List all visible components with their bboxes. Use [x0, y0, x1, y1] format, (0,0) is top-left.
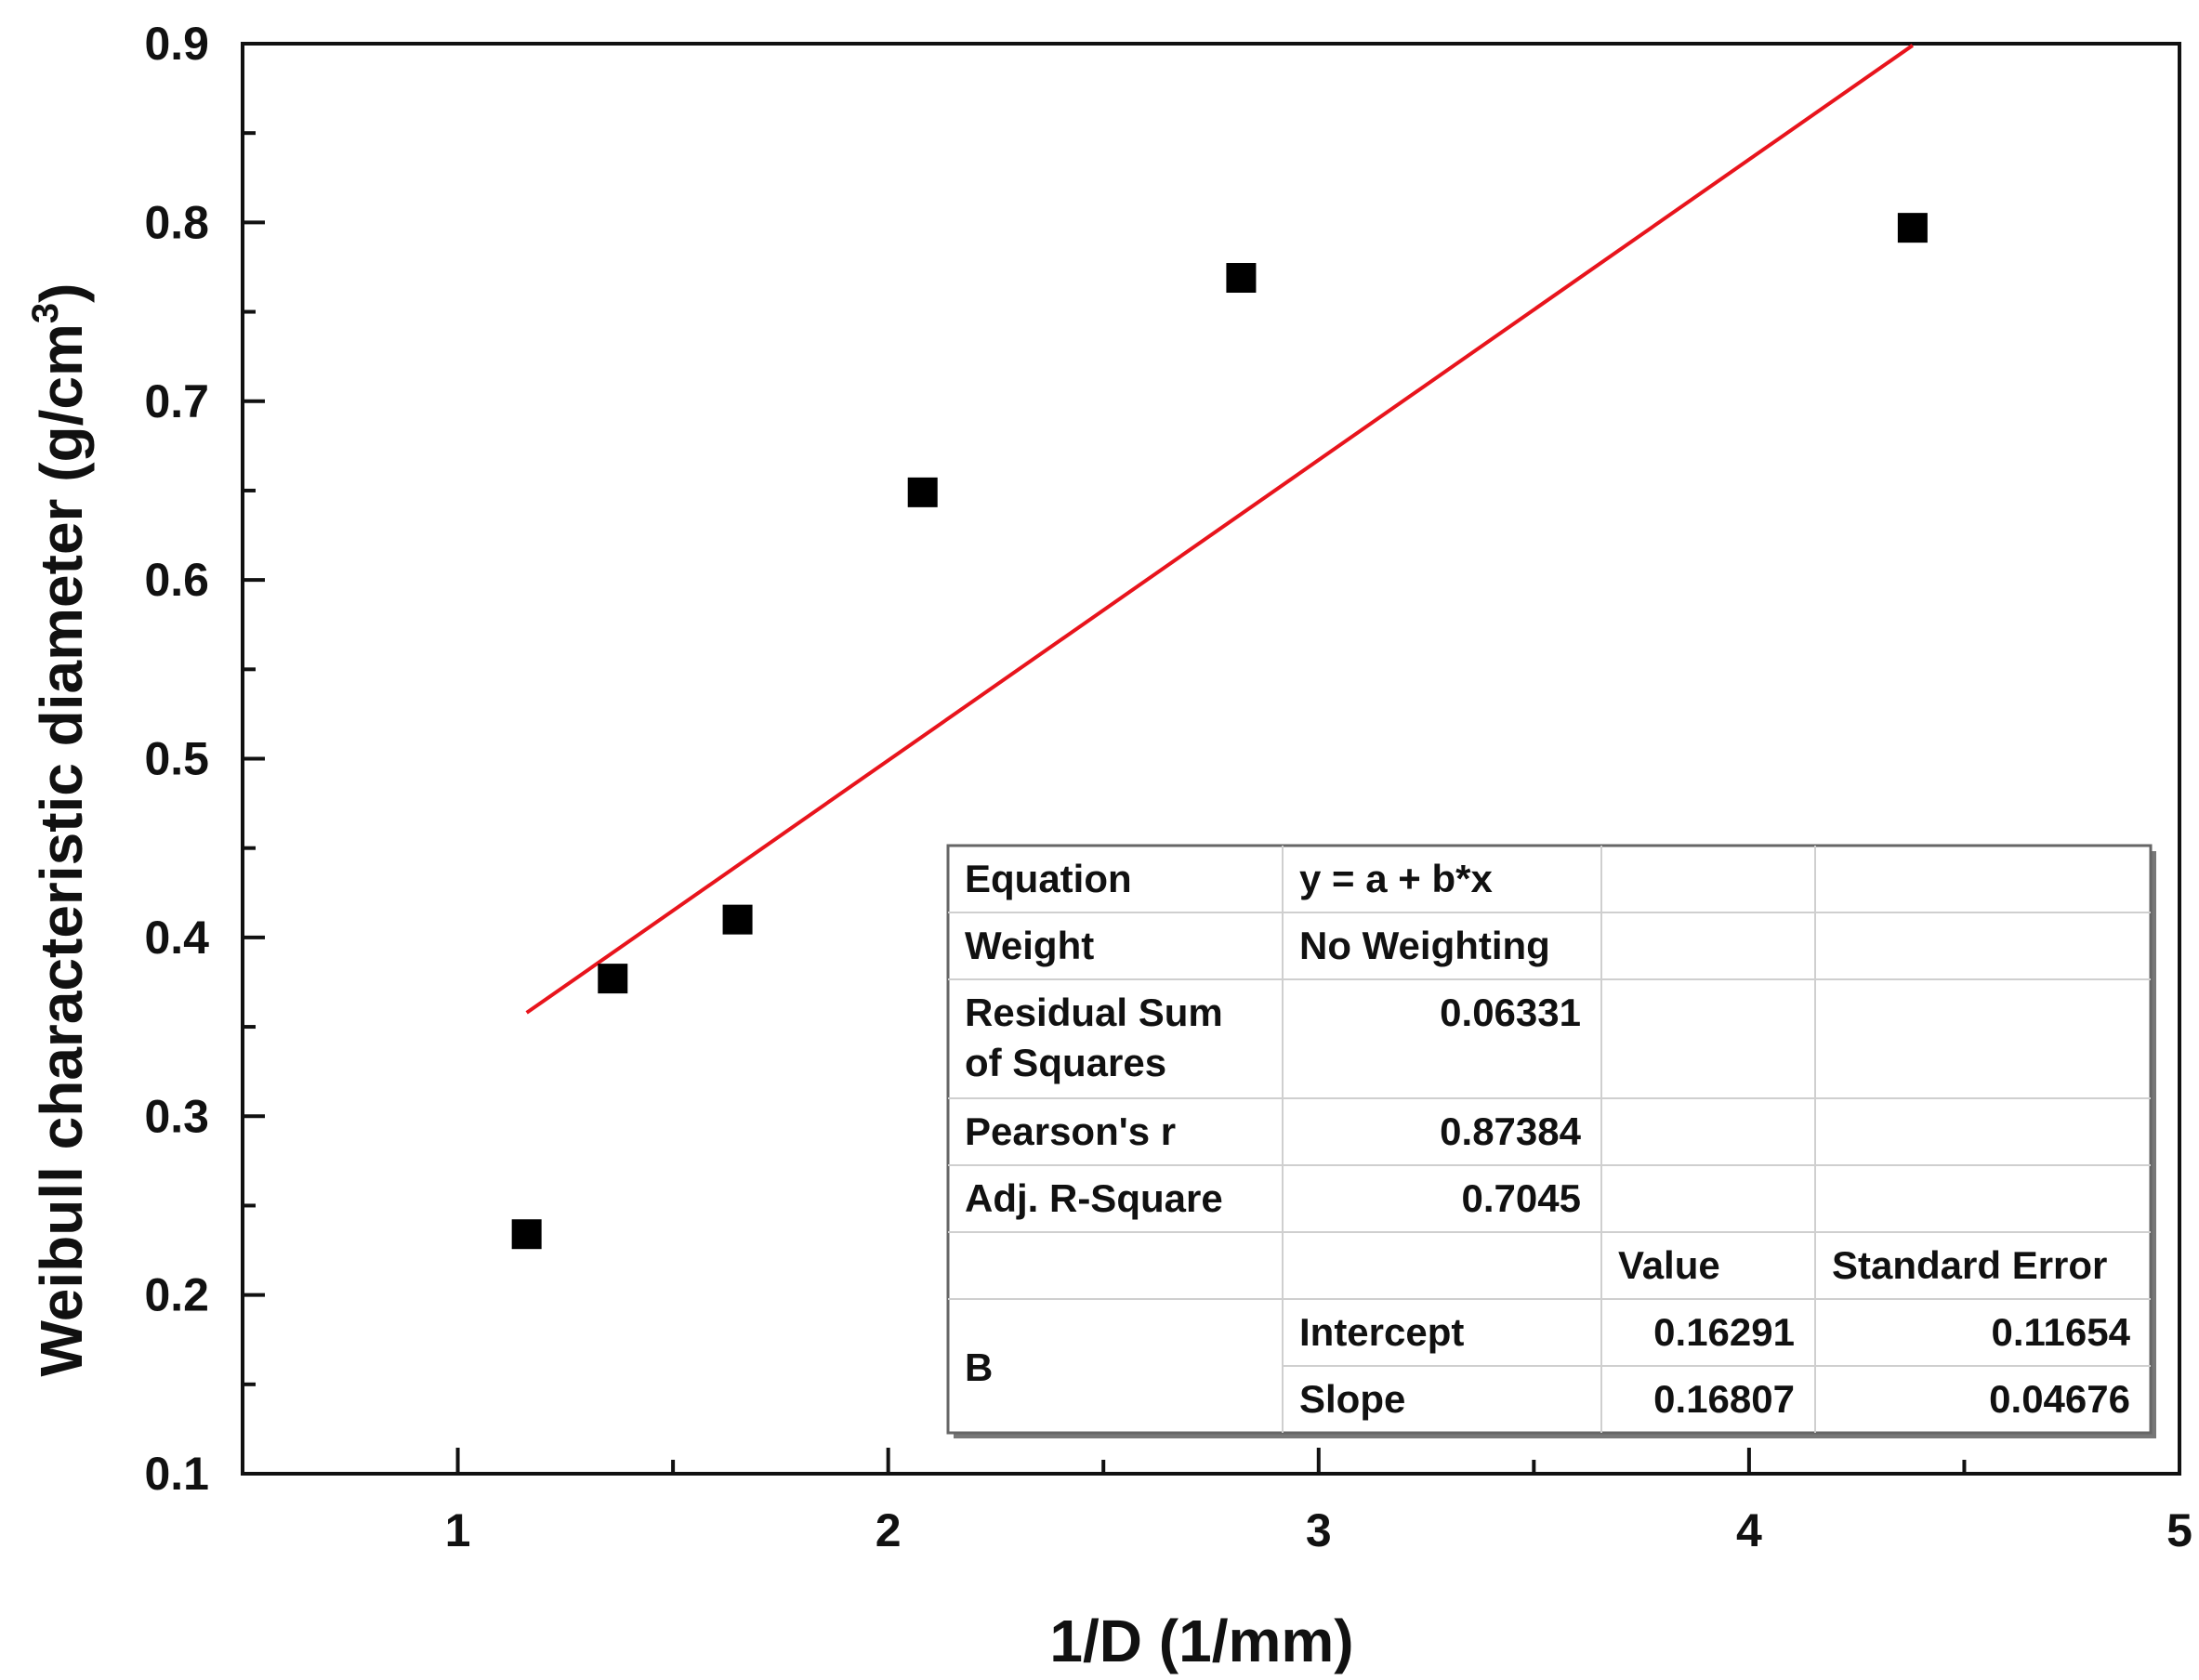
y-axis-title-main: Weibull characteristic diameter (g/cm [28, 323, 95, 1376]
y-axis-title: Weibull characteristic diameter (g/cm3) [25, 283, 95, 1377]
table-background [946, 844, 2153, 1435]
y-tick-label: 0.9 [144, 18, 209, 70]
table-cell-text: 0.87384 [1440, 1109, 1581, 1153]
data-point [1897, 213, 1928, 243]
table-cell-text: Residual Sum [965, 991, 1223, 1034]
table-cell-text: B [965, 1345, 993, 1389]
y-tick-label: 0.4 [144, 912, 209, 964]
x-tick-label: 2 [876, 1504, 902, 1556]
table-cell-text: 0.7045 [1462, 1176, 1581, 1220]
y-tick-label: 0.5 [144, 733, 209, 785]
table-cell-text: Standard Error [1832, 1243, 2107, 1287]
table-cell-text: of Squares [965, 1041, 1166, 1084]
table-cell-text: Weight [965, 924, 1094, 967]
table-cell-text: 0.16807 [1653, 1377, 1795, 1421]
y-axis-title-superscript: 3 [25, 303, 66, 323]
table-cell-text: 0.06331 [1440, 991, 1581, 1034]
data-point [1226, 263, 1257, 294]
y-tick-label: 0.3 [144, 1090, 209, 1142]
table-cell-text: Adj. R-Square [965, 1176, 1223, 1220]
data-point [907, 477, 938, 507]
linear-fit-line [525, 44, 1915, 1015]
y-tick-label: 0.6 [144, 554, 209, 606]
fit-results-table: Equation y = a + b*x Weight No Weighting Res… [946, 844, 2156, 1438]
data-point [598, 964, 628, 994]
table-cell-text: Intercept [1299, 1310, 1464, 1354]
table-cell-text: 0.16291 [1653, 1310, 1795, 1354]
table-cell-text: No Weighting [1299, 924, 1550, 967]
table-cell-text: Equation [965, 857, 1132, 900]
table-cell-text: Value [1618, 1243, 1720, 1287]
y-axis-title-close: ) [28, 283, 95, 303]
table-cell-text: Pearson's r [965, 1109, 1176, 1153]
axis-titles: 1/D (1/mm) Weibull characteristic diamet… [25, 283, 1354, 1675]
table-cell-text: Slope [1299, 1377, 1405, 1421]
y-tick-label: 0.2 [144, 1269, 209, 1321]
x-tick-label: 4 [1736, 1504, 1762, 1556]
x-tick-label: 3 [1306, 1504, 1332, 1556]
x-axis-title: 1/D (1/mm) [1049, 1608, 1353, 1674]
data-point [722, 904, 753, 935]
y-tick-label: 0.8 [144, 196, 209, 248]
table-cell-text: y = a + b*x [1299, 857, 1493, 900]
x-tick-label: 5 [2166, 1504, 2192, 1556]
table-cell-text: 0.04676 [1989, 1377, 2130, 1421]
y-tick-label: 0.7 [144, 375, 209, 427]
axes: 1 2 3 4 5 0.1 0.2 0.3 0.4 0.5 0.6 0.7 0.8 0.9 [144, 18, 2192, 1556]
x-tick-label: 1 [445, 1504, 471, 1556]
y-tick-label: 0.1 [144, 1448, 209, 1500]
fit-line-layer [525, 44, 1915, 1015]
table-cell-text: 0.11654 [1991, 1310, 2130, 1354]
data-point [511, 1219, 542, 1250]
data-points [511, 213, 1928, 1250]
